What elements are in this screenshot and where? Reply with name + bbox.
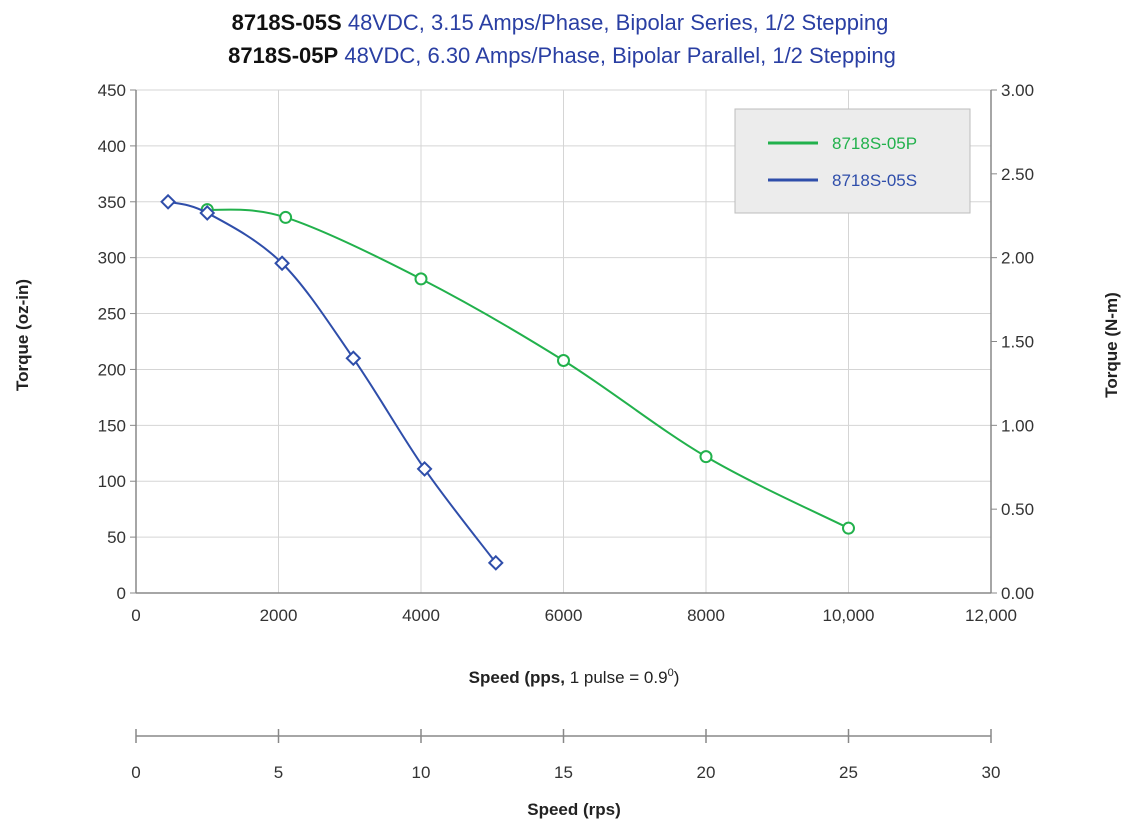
x2-tick-label: 30 [982, 763, 1001, 782]
data-point-8718s-05s [416, 461, 433, 477]
title-desc-05S: 48VDC, 3.15 Amps/Phase, Bipolar Series, … [348, 10, 889, 35]
data-point-8718s-05s [274, 255, 290, 272]
data-point-8718s-05p [842, 521, 855, 535]
y2-tick-label: 2.50 [1001, 165, 1034, 184]
title-desc-05P: 48VDC, 6.30 Amps/Phase, Bipolar Parallel… [344, 43, 896, 68]
x-axis-label-bold: Speed (pps, [469, 668, 565, 687]
chart-title-line-2: 8718S-05P 48VDC, 6.30 Amps/Phase, Bipola… [228, 43, 896, 68]
x-tick-label: 6000 [545, 606, 583, 625]
x2-tick-label: 20 [697, 763, 716, 782]
legend-label-05S: 8718S-05S [832, 171, 917, 190]
y-tick-label: 200 [98, 360, 126, 379]
x-axis-label: Speed (pps, 1 pulse = 0.90) [469, 667, 680, 687]
y-tick-label: 250 [98, 305, 126, 324]
x-axis-label-close: ) [674, 668, 680, 687]
title-model-05S: 8718S-05S [232, 10, 342, 35]
x2-axis-label: Speed (rps) [527, 800, 621, 819]
y2-tick-label: 0.50 [1001, 500, 1034, 519]
axes [130, 89, 997, 743]
y-tick-label: 300 [98, 249, 126, 268]
y2-tick-label: 1.00 [1001, 416, 1034, 435]
y-tick-label: 350 [98, 193, 126, 212]
y-tick-label: 150 [98, 416, 126, 435]
data-point-8718s-05s [487, 554, 504, 571]
y-tick-label: 100 [98, 472, 126, 491]
series-layer [160, 193, 855, 571]
data-point-8718s-05p [414, 272, 428, 286]
x-axis-label-rest: 1 pulse = 0.9 [565, 668, 668, 687]
y-tick-label: 0 [117, 584, 126, 603]
x2-tick-label: 0 [131, 763, 140, 782]
y-tick-label: 450 [98, 81, 126, 100]
legend-box [734, 108, 971, 214]
x-tick-label: 10,000 [823, 606, 875, 625]
x-tick-label: 4000 [402, 606, 440, 625]
data-point-8718s-05s [160, 193, 176, 210]
x2-tick-label: 5 [274, 763, 283, 782]
x-tick-label: 12,000 [965, 606, 1017, 625]
y2-tick-label: 2.00 [1001, 249, 1034, 268]
x-tick-label: 0 [131, 606, 140, 625]
x-tick-label: 8000 [687, 606, 725, 625]
legend-label-05P: 8718S-05P [832, 134, 917, 153]
chart-title-line-1: 8718S-05S 48VDC, 3.15 Amps/Phase, Bipola… [232, 10, 889, 35]
y2-tick-label: 1.50 [1001, 333, 1034, 352]
y-tick-label: 400 [98, 137, 126, 156]
y2-tick-label: 3.00 [1001, 81, 1034, 100]
title-model-05P: 8718S-05P [228, 43, 338, 68]
data-point-8718s-05s [199, 205, 216, 221]
x-tick-label: 2000 [260, 606, 298, 625]
left-axis-label: Torque (oz-in) [13, 279, 32, 391]
data-point-8718s-05s [345, 350, 362, 367]
x-axis-label-sup: 0 [668, 667, 674, 679]
data-point-8718s-05p [557, 354, 570, 368]
tick-labels: 0501001502002503003504004500.000.501.001… [98, 81, 1034, 782]
right-axis-label: Torque (N-m) [1102, 292, 1121, 397]
x2-tick-label: 10 [412, 763, 431, 782]
series-line-8718s-05s [167, 200, 497, 564]
legend: 8718S-05P 8718S-05S [734, 108, 971, 214]
data-point-8718s-05p [279, 210, 293, 224]
y-tick-label: 50 [107, 528, 126, 547]
data-point-8718s-05p [699, 450, 713, 464]
x2-tick-label: 15 [554, 763, 573, 782]
y2-tick-label: 0.00 [1001, 584, 1034, 603]
x2-tick-label: 25 [839, 763, 858, 782]
